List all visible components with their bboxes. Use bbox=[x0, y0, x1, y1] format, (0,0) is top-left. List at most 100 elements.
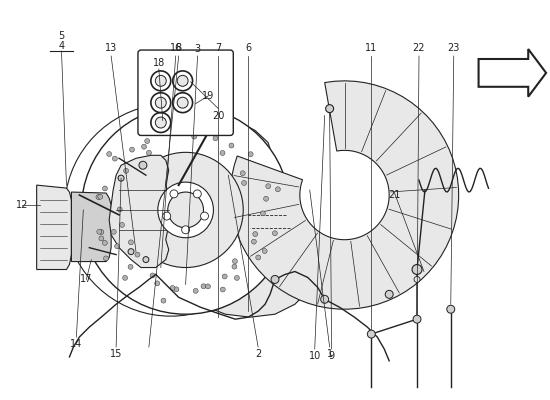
Circle shape bbox=[155, 281, 159, 286]
Text: 19: 19 bbox=[202, 91, 215, 101]
Text: 22: 22 bbox=[412, 43, 425, 53]
Circle shape bbox=[81, 106, 290, 314]
Circle shape bbox=[192, 134, 197, 139]
Text: 3: 3 bbox=[195, 44, 201, 54]
Polygon shape bbox=[189, 248, 315, 317]
Circle shape bbox=[208, 124, 213, 129]
Circle shape bbox=[385, 290, 393, 298]
Circle shape bbox=[229, 143, 234, 148]
Circle shape bbox=[118, 175, 124, 181]
Polygon shape bbox=[72, 192, 111, 262]
Circle shape bbox=[260, 211, 265, 216]
Circle shape bbox=[263, 196, 268, 201]
Circle shape bbox=[232, 264, 237, 269]
Circle shape bbox=[248, 152, 253, 157]
Circle shape bbox=[262, 248, 267, 254]
Text: 13: 13 bbox=[105, 43, 117, 53]
Circle shape bbox=[194, 190, 201, 198]
Circle shape bbox=[179, 128, 184, 133]
Circle shape bbox=[177, 97, 188, 108]
Circle shape bbox=[107, 152, 112, 156]
Circle shape bbox=[155, 75, 166, 86]
Circle shape bbox=[119, 222, 124, 228]
Circle shape bbox=[114, 244, 119, 249]
Circle shape bbox=[98, 194, 103, 199]
Polygon shape bbox=[478, 49, 546, 97]
Circle shape bbox=[139, 161, 147, 169]
Circle shape bbox=[128, 240, 134, 245]
Circle shape bbox=[412, 264, 422, 274]
Circle shape bbox=[326, 105, 334, 113]
Circle shape bbox=[206, 130, 211, 135]
Circle shape bbox=[321, 295, 329, 303]
Circle shape bbox=[128, 152, 243, 268]
Circle shape bbox=[276, 187, 280, 192]
Text: 17: 17 bbox=[80, 274, 92, 284]
Circle shape bbox=[212, 118, 218, 123]
Circle shape bbox=[143, 257, 149, 262]
Text: 10: 10 bbox=[309, 351, 321, 361]
Circle shape bbox=[413, 315, 421, 323]
Text: 21: 21 bbox=[388, 190, 400, 200]
Circle shape bbox=[266, 184, 271, 189]
Polygon shape bbox=[173, 116, 272, 170]
Text: 20: 20 bbox=[212, 110, 224, 120]
Circle shape bbox=[124, 168, 129, 173]
Text: 1: 1 bbox=[327, 349, 333, 359]
Circle shape bbox=[155, 117, 166, 128]
Polygon shape bbox=[230, 81, 459, 309]
Circle shape bbox=[145, 126, 150, 131]
Text: 15: 15 bbox=[110, 349, 122, 359]
Circle shape bbox=[220, 150, 225, 156]
Polygon shape bbox=[109, 155, 170, 268]
Circle shape bbox=[161, 298, 166, 303]
Text: 12: 12 bbox=[15, 200, 28, 210]
Text: 16: 16 bbox=[169, 43, 182, 53]
Text: 23: 23 bbox=[448, 43, 460, 53]
Circle shape bbox=[193, 288, 198, 293]
Text: 7: 7 bbox=[215, 43, 222, 53]
Circle shape bbox=[234, 276, 239, 280]
Circle shape bbox=[111, 229, 116, 234]
Circle shape bbox=[222, 128, 227, 133]
Text: 9: 9 bbox=[328, 351, 334, 361]
Circle shape bbox=[97, 229, 102, 234]
Text: 8: 8 bbox=[175, 43, 182, 53]
Circle shape bbox=[170, 286, 175, 290]
Circle shape bbox=[168, 192, 204, 228]
Circle shape bbox=[103, 256, 108, 261]
Circle shape bbox=[256, 255, 261, 260]
Circle shape bbox=[145, 138, 150, 144]
Circle shape bbox=[233, 259, 238, 264]
Circle shape bbox=[367, 330, 375, 338]
Circle shape bbox=[146, 150, 151, 155]
Circle shape bbox=[206, 284, 211, 289]
Circle shape bbox=[118, 176, 123, 180]
Circle shape bbox=[102, 186, 107, 191]
Circle shape bbox=[128, 249, 134, 255]
Text: 18: 18 bbox=[153, 58, 165, 68]
Circle shape bbox=[240, 171, 245, 176]
Circle shape bbox=[201, 284, 206, 289]
Text: 6: 6 bbox=[245, 43, 251, 53]
Circle shape bbox=[251, 239, 256, 244]
Circle shape bbox=[414, 276, 420, 282]
Circle shape bbox=[221, 287, 225, 292]
Circle shape bbox=[128, 264, 133, 269]
Circle shape bbox=[271, 276, 279, 284]
Circle shape bbox=[253, 232, 258, 236]
Circle shape bbox=[155, 97, 166, 108]
Polygon shape bbox=[37, 185, 72, 270]
Circle shape bbox=[99, 230, 104, 234]
Circle shape bbox=[102, 240, 107, 245]
Circle shape bbox=[117, 207, 122, 212]
Circle shape bbox=[112, 156, 117, 161]
Text: 2: 2 bbox=[255, 349, 261, 359]
Circle shape bbox=[222, 274, 227, 279]
Circle shape bbox=[241, 180, 246, 186]
Circle shape bbox=[141, 144, 146, 149]
Text: 5: 5 bbox=[58, 31, 64, 41]
Text: 14: 14 bbox=[70, 339, 82, 349]
Circle shape bbox=[201, 212, 208, 220]
Circle shape bbox=[213, 136, 218, 141]
